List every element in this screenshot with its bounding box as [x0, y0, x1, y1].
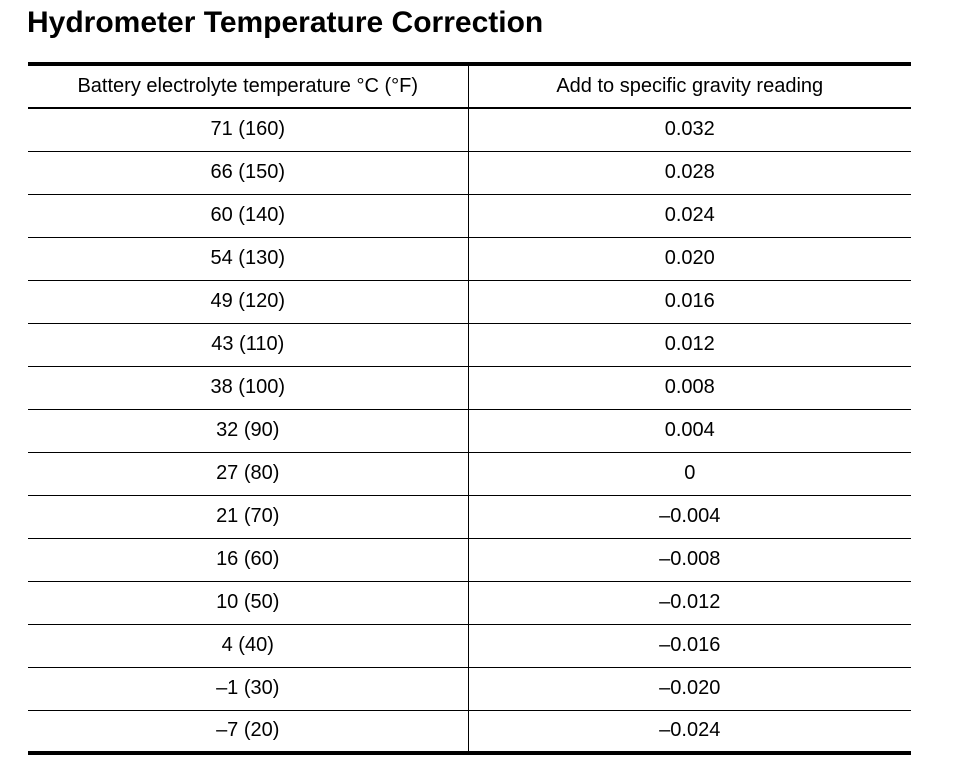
temperature-cell: –1 (30)	[28, 667, 469, 711]
table-row: 66 (150) 0.028	[28, 151, 911, 195]
correction-cell: –0.024	[468, 710, 911, 755]
temperature-cell: 60 (140)	[28, 194, 469, 238]
temperature-cell: 71 (160)	[28, 108, 469, 152]
table-row: 71 (160) 0.032	[28, 108, 911, 152]
temperature-cell: 27 (80)	[28, 452, 469, 496]
header-temperature: Battery electrolyte temperature °C (°F)	[28, 62, 469, 109]
temperature-cell: –7 (20)	[28, 710, 469, 755]
table-header: Battery electrolyte temperature °C (°F) …	[28, 62, 911, 109]
temperature-cell: 38 (100)	[28, 366, 469, 410]
temperature-cell: 16 (60)	[28, 538, 469, 582]
temperature-cell: 21 (70)	[28, 495, 469, 539]
temperature-cell: 32 (90)	[28, 409, 469, 453]
table-row: 21 (70) –0.004	[28, 495, 911, 539]
table-row: 10 (50) –0.012	[28, 581, 911, 625]
correction-cell: 0.012	[468, 323, 911, 367]
page-title: Hydrometer Temperature Correction	[27, 6, 544, 39]
table-row: 54 (130) 0.020	[28, 237, 911, 281]
temperature-cell: 66 (150)	[28, 151, 469, 195]
table-row: 49 (120) 0.016	[28, 280, 911, 324]
temperature-cell: 49 (120)	[28, 280, 469, 324]
correction-cell: 0.004	[468, 409, 911, 453]
table-row: 4 (40) –0.016	[28, 624, 911, 668]
correction-cell: 0	[468, 452, 911, 496]
table-row: 60 (140) 0.024	[28, 194, 911, 238]
correction-cell: 0.016	[468, 280, 911, 324]
table-row: –1 (30) –0.020	[28, 667, 911, 711]
table-row: 43 (110) 0.012	[28, 323, 911, 367]
correction-cell: –0.020	[468, 667, 911, 711]
temperature-cell: 43 (110)	[28, 323, 469, 367]
table-body: 71 (160) 0.032 66 (150) 0.028 60 (140) 0…	[28, 108, 911, 755]
table-row: 32 (90) 0.004	[28, 409, 911, 453]
temperature-cell: 4 (40)	[28, 624, 469, 668]
correction-cell: 0.032	[468, 108, 911, 152]
table-row: –7 (20) –0.024	[28, 710, 911, 755]
table-row: 38 (100) 0.008	[28, 366, 911, 410]
table-row: 27 (80) 0	[28, 452, 911, 496]
correction-cell: –0.008	[468, 538, 911, 582]
temperature-correction-table: Battery electrolyte temperature °C (°F) …	[28, 62, 911, 755]
table-row: 16 (60) –0.008	[28, 538, 911, 582]
correction-cell: 0.020	[468, 237, 911, 281]
temperature-cell: 10 (50)	[28, 581, 469, 625]
correction-cell: –0.016	[468, 624, 911, 668]
correction-cell: –0.004	[468, 495, 911, 539]
header-correction: Add to specific gravity reading	[468, 62, 911, 109]
temperature-cell: 54 (130)	[28, 237, 469, 281]
table-header-row: Battery electrolyte temperature °C (°F) …	[28, 62, 911, 109]
correction-cell: 0.008	[468, 366, 911, 410]
correction-cell: 0.028	[468, 151, 911, 195]
correction-cell: –0.012	[468, 581, 911, 625]
correction-cell: 0.024	[468, 194, 911, 238]
